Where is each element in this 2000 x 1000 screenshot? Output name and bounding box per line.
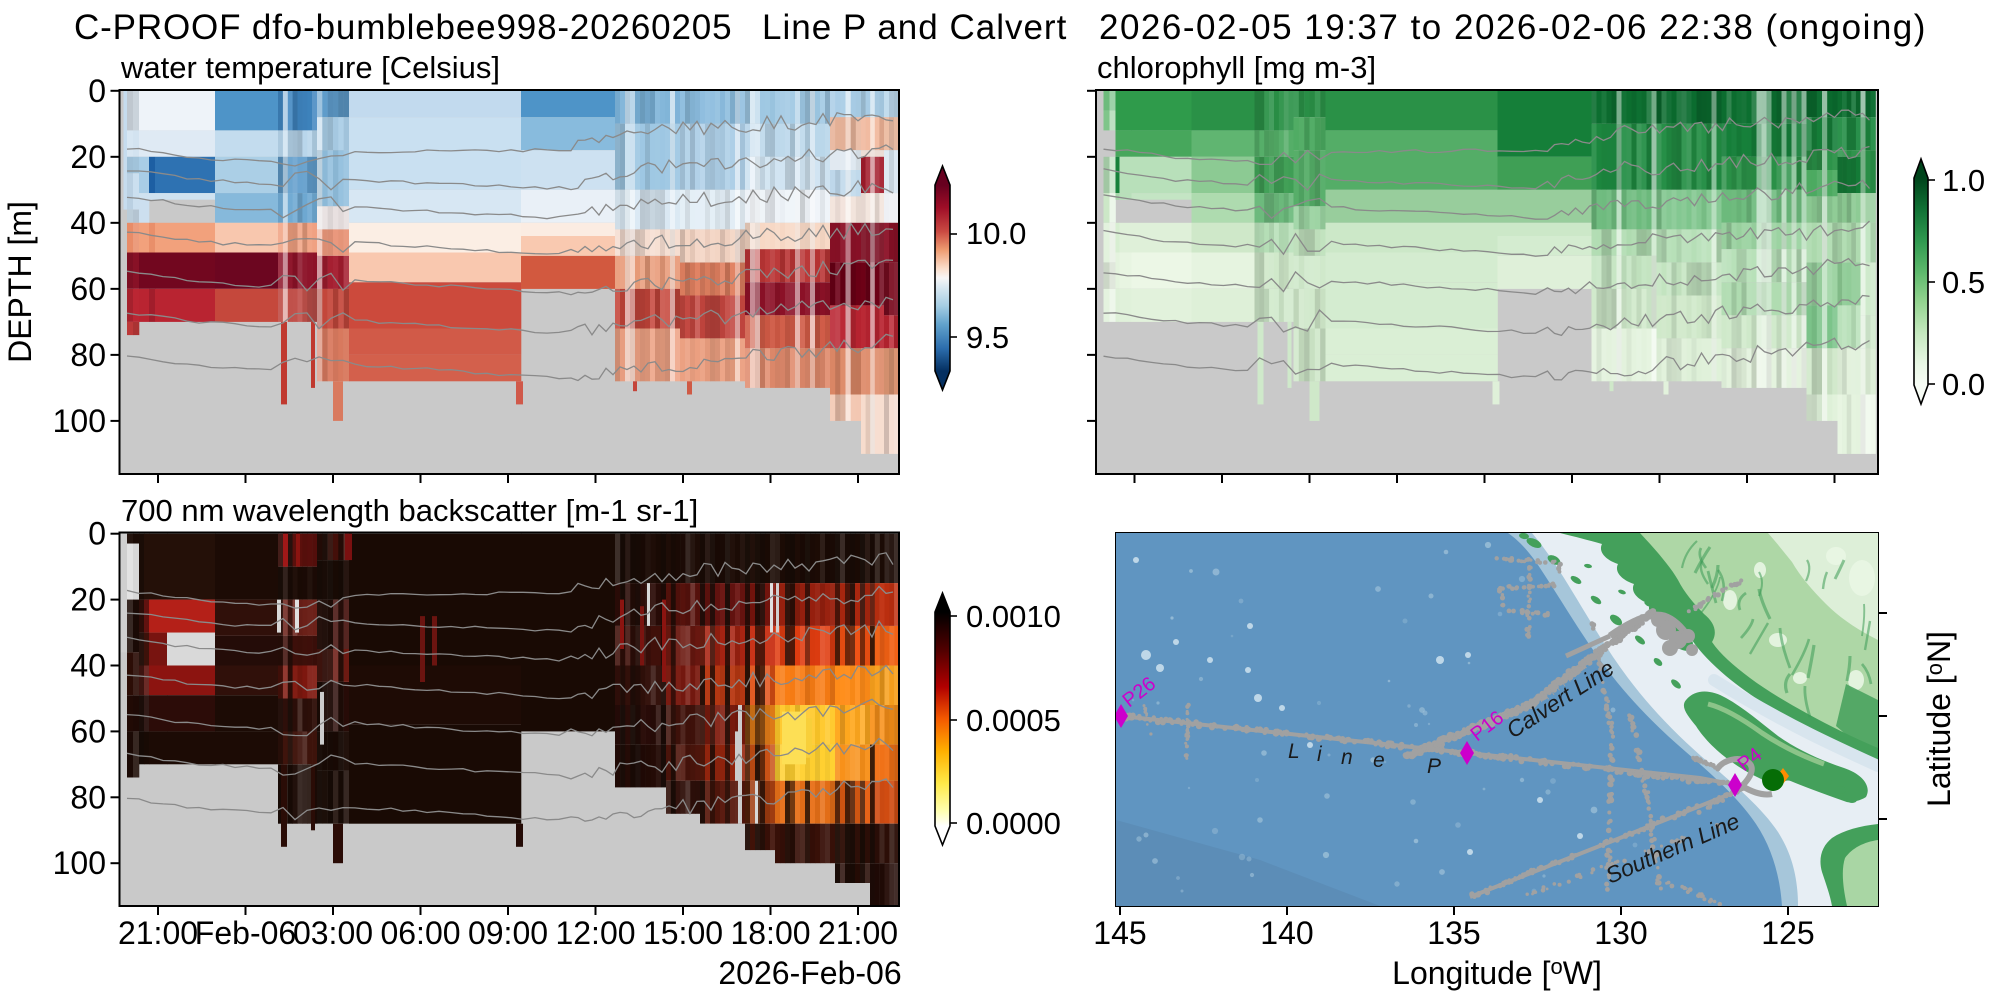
svg-text:Feb-06: Feb-06 [195,915,296,951]
svg-text:2026-02-05 19:37 to 2026-02-06: 2026-02-05 19:37 to 2026-02-06 22:38 (on… [1099,8,1927,47]
svg-text:40: 40 [70,205,106,241]
svg-text:700 nm wavelength backscatter: 700 nm wavelength backscatter [m-1 sr-1] [121,493,698,528]
svg-text:21:00: 21:00 [118,915,198,951]
svg-text:1.0: 1.0 [1942,163,1985,198]
svg-text:0.0005: 0.0005 [966,703,1061,738]
svg-text:10.0: 10.0 [966,216,1026,251]
svg-text:Latitude [oN]: Latitude [oN] [1921,631,1957,807]
svg-text:130: 130 [1594,915,1647,951]
svg-text:140: 140 [1260,915,1313,951]
svg-text:i: i [1317,743,1323,766]
svg-text:60: 60 [70,713,106,749]
svg-text:20: 20 [70,139,106,175]
svg-text:03:00: 03:00 [293,915,373,951]
svg-text:0: 0 [88,516,106,552]
svg-text:Longitude [oW]: Longitude [oW] [1392,954,1602,991]
svg-text:0.0: 0.0 [1942,367,1985,402]
svg-text:0.5: 0.5 [1942,265,1985,300]
svg-text:9.5: 9.5 [966,320,1009,355]
svg-text:100: 100 [53,845,106,881]
svg-text:40: 40 [70,648,106,684]
svg-text:chlorophyll [mg m-3]: chlorophyll [mg m-3] [1097,50,1376,85]
svg-text:145: 145 [1093,915,1146,951]
svg-text:09:00: 09:00 [468,915,548,951]
svg-text:18:00: 18:00 [730,915,810,951]
svg-text:DEPTH [m]: DEPTH [m] [2,201,38,363]
svg-text:0.0010: 0.0010 [966,599,1061,634]
svg-text:21:00: 21:00 [818,915,898,951]
svg-text:06:00: 06:00 [380,915,460,951]
svg-text:water temperature [Celsius]: water temperature [Celsius] [120,50,500,85]
svg-text:n: n [1341,746,1353,769]
svg-text:80: 80 [70,337,106,373]
svg-text:C-PROOF dfo-bumblebee998-20260: C-PROOF dfo-bumblebee998-20260205 [74,8,732,47]
svg-text:15:00: 15:00 [643,915,723,951]
svg-text:100: 100 [53,403,106,439]
svg-text:e: e [1373,749,1385,772]
svg-text:20: 20 [70,582,106,618]
svg-text:60: 60 [70,271,106,307]
svg-text:125: 125 [1761,915,1814,951]
svg-text:0.0000: 0.0000 [966,806,1061,841]
svg-text:80: 80 [70,779,106,815]
svg-text:0: 0 [88,73,106,109]
svg-text:L: L [1288,740,1300,763]
svg-text:12:00: 12:00 [555,915,635,951]
svg-text:P: P [1427,755,1441,778]
svg-text:Line P and Calvert: Line P and Calvert [762,8,1067,47]
svg-text:2026-Feb-06: 2026-Feb-06 [718,955,901,991]
svg-text:135: 135 [1427,915,1480,951]
